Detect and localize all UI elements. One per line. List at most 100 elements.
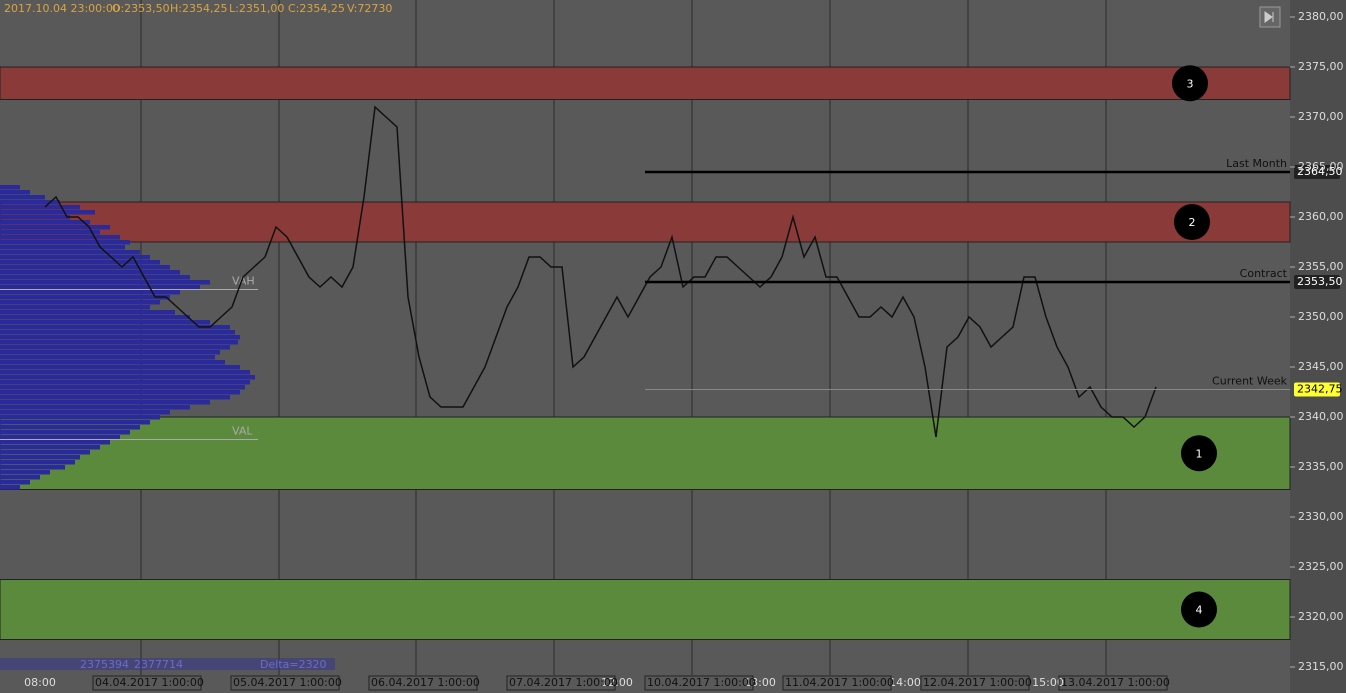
y-tick-label: 2325,00 [1298, 560, 1344, 573]
profile-bar [0, 215, 70, 220]
datetime: 2017.10.04 23:00:00 [4, 2, 120, 15]
header: 2017.10.04 23:00:00 O:2353,50 H:2354,25 … [4, 2, 392, 15]
price-tag [1294, 382, 1340, 397]
zone-badge [1181, 591, 1217, 628]
collapse-button[interactable] [1259, 6, 1281, 28]
profile-bar [0, 275, 190, 280]
zone-label: 1 [1196, 447, 1203, 460]
y-tick-label: 2345,00 [1298, 360, 1344, 373]
y-tick-label: 2330,00 [1298, 510, 1344, 523]
profile-bar [0, 420, 150, 425]
close: C:2354,25 [288, 2, 345, 15]
profile-bar [0, 305, 150, 310]
profile-bar [0, 250, 140, 255]
level-name: Current Week [1212, 375, 1288, 388]
date-label: 04.04.2017 1:00:00 [95, 676, 204, 689]
price-axis [1290, 0, 1346, 693]
y-tick-label: 2315,00 [1298, 660, 1344, 673]
zone [0, 66, 1291, 100]
footer-ask: 2377714 [134, 658, 183, 671]
profile-bar [0, 230, 100, 235]
level-name: Contract [1240, 267, 1288, 280]
y-tick-label: 2350,00 [1298, 310, 1344, 323]
zone [0, 416, 1291, 490]
price-tag-label: 2364,50 [1297, 165, 1343, 178]
profile-bar [0, 340, 238, 345]
time-label: 08:00 [24, 676, 56, 689]
profile-bar [0, 320, 210, 325]
price-tag-label: 2353,50 [1297, 275, 1343, 288]
date-box [506, 675, 616, 691]
profile-bar [0, 400, 210, 405]
profile-bar [0, 200, 60, 205]
profile-bar [0, 285, 200, 290]
y-tick-label: 2380,00 [1298, 10, 1344, 23]
date-label: 06.04.2017 1:00:00 [371, 676, 480, 689]
profile-bar [0, 315, 190, 320]
zone-label: 3 [1187, 77, 1194, 90]
profile-bar [0, 485, 20, 490]
profile-bar [0, 385, 245, 390]
profile-bar [0, 405, 190, 410]
zone-badge [1174, 204, 1210, 240]
date-box [230, 675, 340, 691]
profile-bar [0, 295, 170, 300]
date-box [368, 675, 478, 691]
profile-bar [0, 260, 160, 265]
date-box [920, 675, 1030, 691]
profile-bar [0, 365, 240, 370]
footer-delta: Delta=2320 [260, 658, 327, 671]
zone-label: 4 [1196, 604, 1203, 617]
profile-bar [0, 345, 230, 350]
value-area-label: VAL [232, 425, 253, 438]
profile-bar [0, 445, 100, 450]
profile-bar [0, 225, 110, 230]
profile-bar [0, 465, 65, 470]
y-tick-label: 2320,00 [1298, 610, 1344, 623]
date-box [644, 675, 754, 691]
profile-bar [0, 235, 120, 240]
profile-bar [0, 375, 255, 380]
profile-bar [0, 475, 40, 480]
price-tag [1294, 275, 1340, 289]
date-label: 11.04.2017 1:00:00 [785, 676, 894, 689]
y-tick-label: 2370,00 [1298, 110, 1344, 123]
time-label: 14:00 [889, 676, 921, 689]
profile-bar [0, 335, 240, 340]
profile-bar [0, 370, 250, 375]
profile-bar [0, 220, 90, 225]
profile-bar [0, 205, 80, 210]
profile-bar [0, 330, 235, 335]
profile-bar [0, 395, 230, 400]
low: L:2351,00 [229, 2, 284, 15]
profile-bar [0, 350, 220, 355]
level-name: Last Month [1226, 157, 1287, 170]
zone [0, 579, 1291, 640]
date-box [782, 675, 892, 691]
profile-bar [0, 190, 30, 195]
date-label: 12.04.2017 1:00:00 [923, 676, 1032, 689]
profile-bar [0, 425, 140, 430]
date-label: 10.04.2017 1:00:00 [647, 676, 756, 689]
time-label: 13:00 [744, 676, 776, 689]
profile-bar [0, 300, 160, 305]
value-area-label: VAH [232, 275, 255, 288]
zone-badge [1172, 65, 1208, 102]
date-label: 13.04.2017 1:00:00 [1061, 676, 1170, 689]
profile-bar [0, 440, 110, 445]
price-tag-label: 2342,75 [1297, 383, 1343, 396]
y-tick-label: 2335,00 [1298, 460, 1344, 473]
y-tick-label: 2375,00 [1298, 60, 1344, 73]
profile-bar [0, 290, 180, 295]
profile-bar [0, 455, 80, 460]
profile-bar [0, 240, 130, 245]
y-tick-label: 2365,00 [1298, 160, 1344, 173]
profile-bar [0, 430, 130, 435]
y-tick-label: 2355,00 [1298, 260, 1344, 273]
profile-bar [0, 460, 75, 465]
y-tick-label: 2340,00 [1298, 410, 1344, 423]
profile-bar [0, 480, 30, 485]
profile-bar [0, 270, 180, 275]
footer-bid: 2375394 [80, 658, 129, 671]
profile-bar [0, 435, 120, 440]
